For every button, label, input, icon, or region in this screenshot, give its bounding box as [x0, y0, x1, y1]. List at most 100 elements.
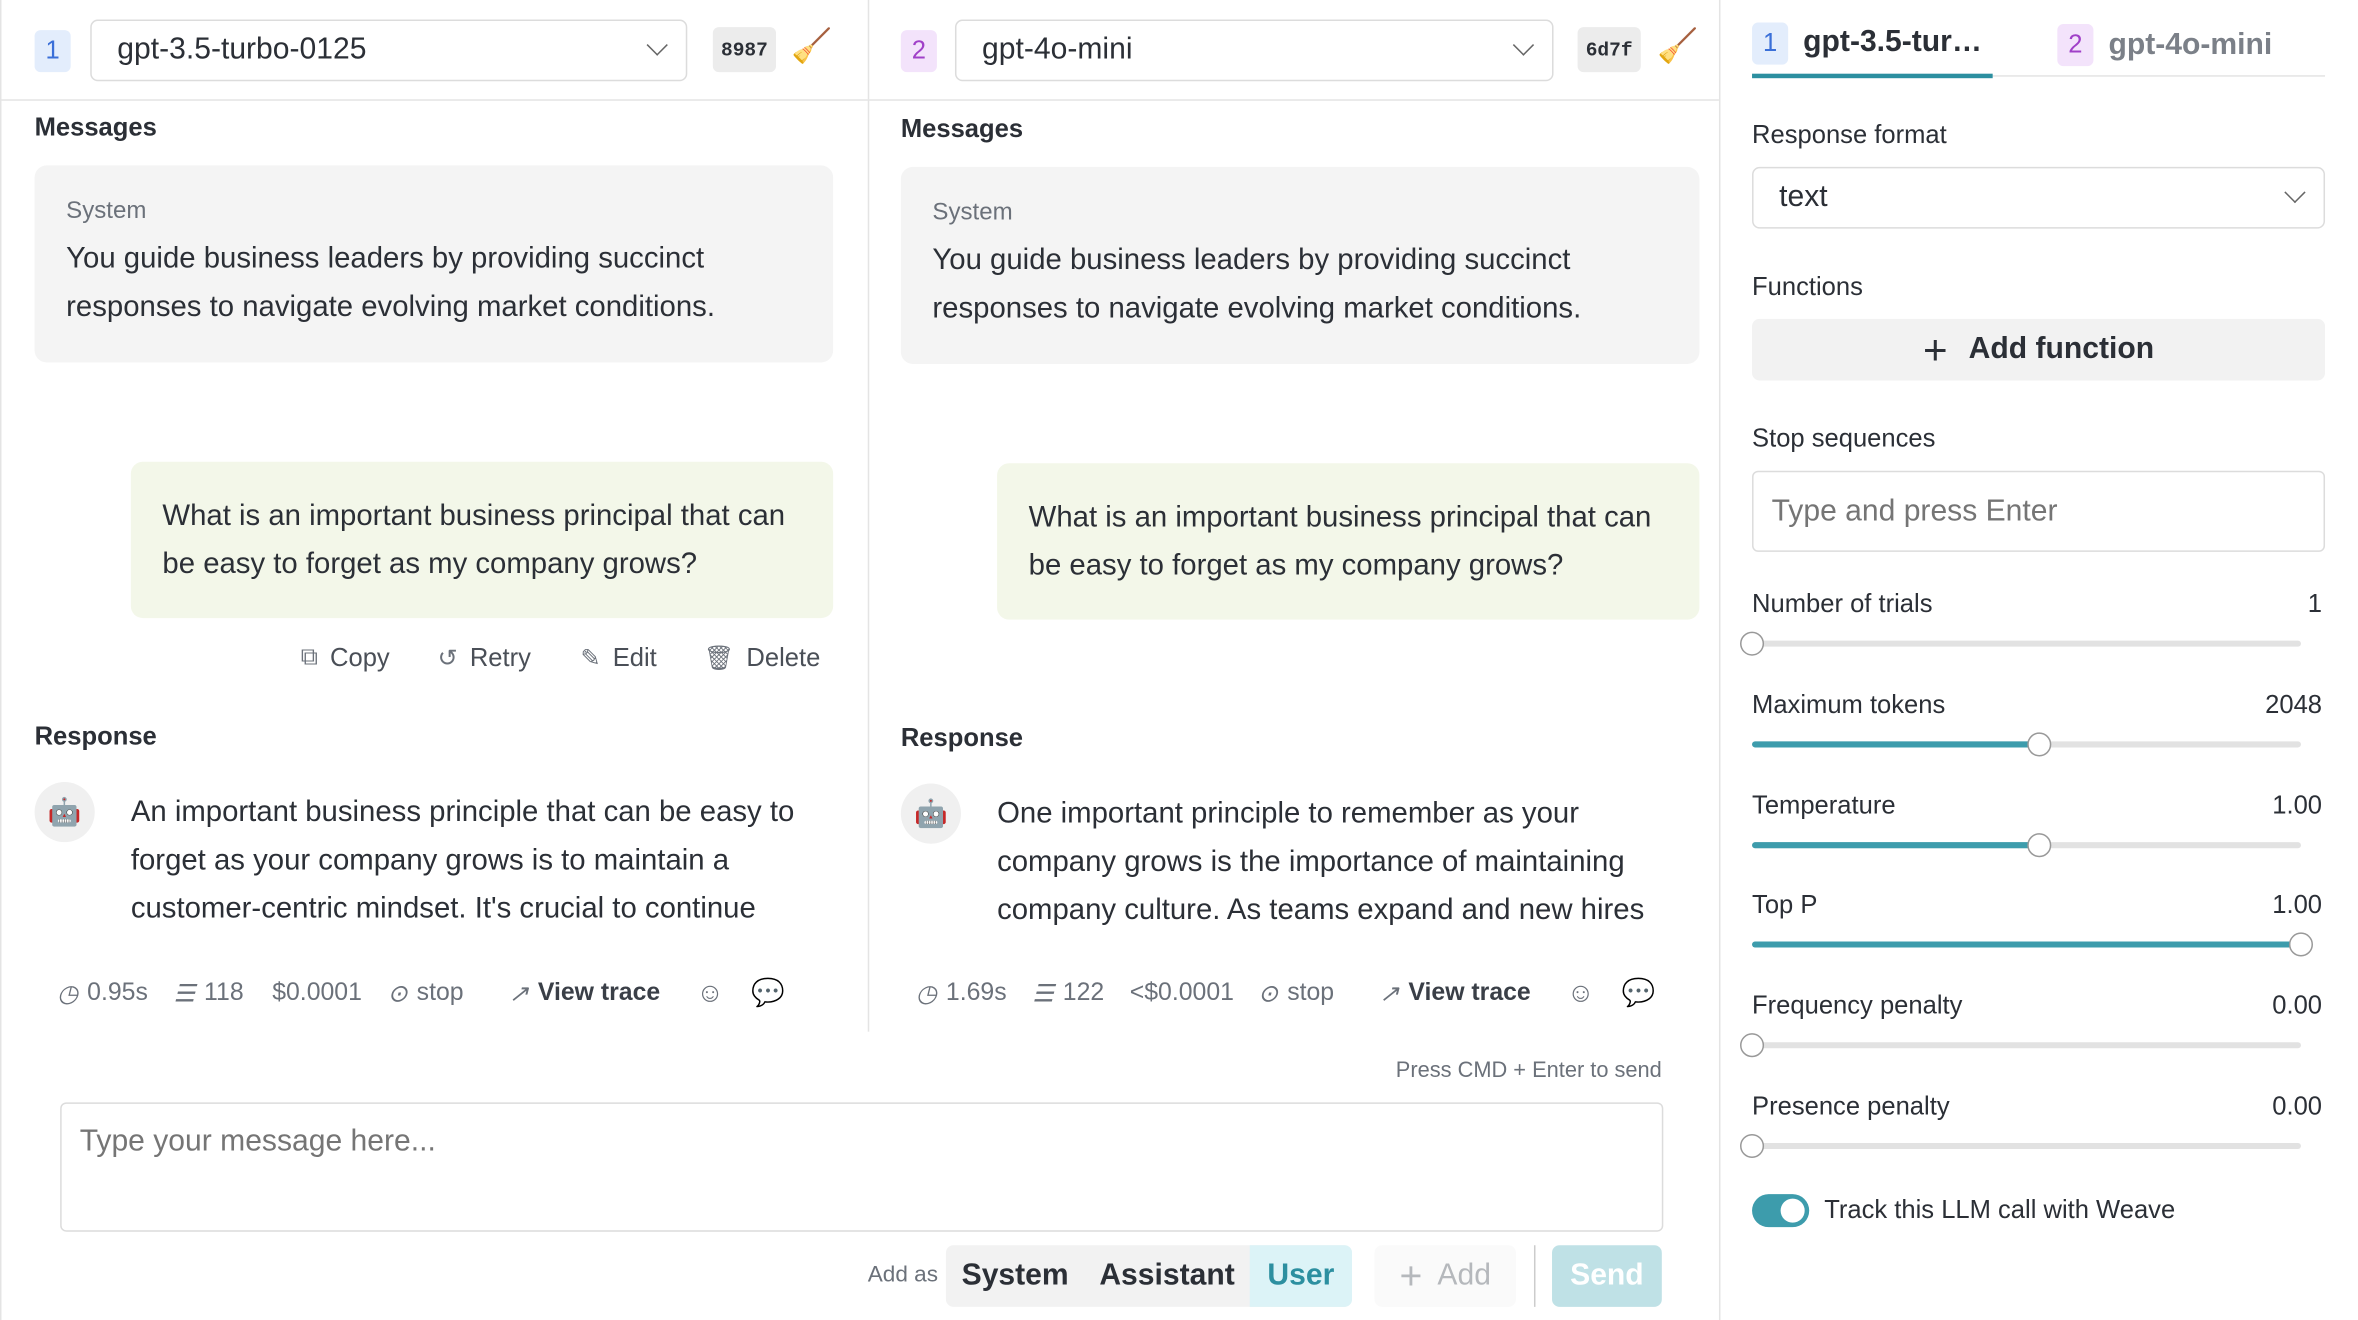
slider-thumb[interactable] — [2026, 732, 2051, 757]
slider-track[interactable] — [1752, 832, 2301, 857]
edit-label: Edit — [612, 643, 657, 673]
user-message[interactable]: What is an important business principal … — [997, 463, 1700, 620]
retry-button[interactable]: ↺ Retry — [438, 644, 531, 674]
slider-label: Maximum tokens — [1752, 689, 1946, 719]
slider-fill — [1752, 942, 2301, 949]
system-message[interactable]: System You guide business leaders by pro… — [900, 166, 1700, 364]
system-text: You guide business leaders by providing … — [932, 243, 1582, 325]
copy-label: Copy — [330, 643, 390, 673]
settings-tab-2[interactable]: 2 gpt-4o-mini — [2057, 12, 2272, 78]
arrow-up-right-icon: ↗ — [1379, 981, 1400, 1007]
stop-sequences-label: Stop sequences — [1752, 424, 1936, 453]
system-text: You guide business leaders by providing … — [66, 242, 715, 324]
retry-label: Retry — [469, 643, 531, 673]
slider-value: 2048 — [2265, 689, 2323, 719]
weave-toggle-label: Track this LLM call with Weave — [1824, 1195, 2176, 1225]
user-message[interactable]: What is an important business principal … — [130, 461, 834, 619]
response-text: An important business principle that can… — [130, 795, 795, 925]
role-user-button[interactable]: User — [1249, 1245, 1353, 1307]
model-index-badge: 1 — [34, 30, 71, 73]
slider-label: Temperature — [1752, 790, 1896, 820]
slider-track[interactable] — [1740, 1133, 2301, 1159]
add-function-label: Add function — [1968, 332, 2155, 366]
broom-icon[interactable]: 🧹 — [1657, 27, 1699, 65]
comment-icon[interactable]: 💬 — [1621, 977, 1656, 1008]
slider-value: 1.00 — [2272, 890, 2323, 920]
system-message[interactable]: System You guide business leaders by pro… — [34, 165, 834, 363]
system-label: System — [66, 198, 147, 225]
slider-track[interactable] — [1752, 732, 2301, 757]
view-trace-label: View trace — [1408, 979, 1531, 1007]
slider-track[interactable] — [1752, 933, 2313, 958]
model-select[interactable]: gpt-4o-mini — [954, 19, 1554, 82]
response-heading: Response — [34, 721, 157, 751]
copy-button[interactable]: ⧉ Copy — [301, 644, 390, 674]
slider-thumb[interactable] — [1740, 1133, 1765, 1159]
delete-button[interactable]: 🗑 Delete — [704, 644, 820, 674]
weave-toggle[interactable] — [1752, 1194, 1810, 1228]
chevron-down-icon — [1512, 34, 1535, 56]
view-trace-link[interactable]: ↗ View trace — [509, 978, 661, 1008]
tab-index-badge: 2 — [2057, 24, 2094, 67]
model-select-value: gpt-4o-mini — [982, 33, 1133, 67]
retry-icon: ↺ — [437, 646, 458, 673]
settings-tab-1[interactable]: 1 gpt-3.5-tur… — [1752, 12, 1993, 79]
slider-track[interactable] — [1740, 1033, 2301, 1058]
tab-label: gpt-4o-mini — [2108, 27, 2273, 61]
cost: <$0.0001 — [1129, 979, 1234, 1007]
add-label: Add — [1437, 1258, 1491, 1292]
slider-thumb[interactable] — [1740, 631, 1765, 656]
slider-thumb[interactable] — [2026, 832, 2051, 857]
trash-icon: 🗑 — [703, 646, 735, 673]
edit-button[interactable]: ✎ Edit — [581, 644, 657, 674]
model-index-badge: 2 — [900, 30, 937, 73]
plus-icon: + — [1922, 325, 1948, 373]
finish-reason: stop — [416, 979, 464, 1007]
latency: 1.69s — [945, 979, 1007, 1007]
column-divider — [867, 0, 870, 100]
slider-thumb[interactable] — [2288, 933, 2313, 958]
add-reaction-icon[interactable]: ☺ — [696, 977, 724, 1008]
cost: $0.0001 — [272, 979, 362, 1007]
tabs-divider — [1752, 75, 2326, 77]
add-button[interactable]: + Add — [1374, 1245, 1516, 1307]
response-text: One important principle to remember as y… — [997, 797, 1645, 927]
tab-index-badge: 1 — [1752, 21, 1789, 64]
slider-track[interactable] — [1740, 631, 2301, 656]
slider-fill — [1752, 841, 2039, 848]
add-as-label: Add as — [867, 1261, 938, 1288]
copy-icon: ⧉ — [300, 645, 318, 671]
view-trace-link[interactable]: ↗ View trace — [1379, 978, 1531, 1008]
comment-icon[interactable]: 💬 — [751, 977, 785, 1008]
slider-label: Top P — [1752, 890, 1818, 920]
slider-value: 0.00 — [2272, 1091, 2323, 1121]
add-reaction-icon[interactable]: ☺ — [1566, 977, 1595, 1008]
column-divider — [867, 99, 870, 1032]
plus-icon: + — [1399, 1252, 1423, 1298]
role-assistant-button[interactable]: Assistant — [1099, 1258, 1235, 1292]
add-function-button[interactable]: + Add function — [1752, 318, 2326, 381]
slider-value: 1 — [2307, 589, 2323, 619]
chevron-down-icon — [2284, 181, 2306, 204]
functions-label: Functions — [1752, 272, 1863, 301]
tab-label: gpt-3.5-tur… — [1803, 25, 1982, 59]
token-count: 122 — [1062, 979, 1105, 1007]
slider-thumb[interactable] — [1740, 1033, 1765, 1058]
slider-fill — [1752, 741, 2039, 748]
response-format-label: Response format — [1752, 120, 1947, 149]
view-trace-label: View trace — [537, 979, 661, 1007]
robot-icon: 🤖 — [34, 782, 95, 843]
header-divider — [0, 99, 1719, 101]
send-button[interactable]: Send — [1552, 1245, 1662, 1307]
delete-label: Delete — [746, 643, 821, 673]
response-format-select[interactable]: text — [1752, 166, 2326, 229]
arrow-up-right-icon: ↗ — [508, 981, 529, 1007]
latency: 0.95s — [87, 979, 148, 1007]
messages-heading: Messages — [900, 114, 1024, 143]
broom-icon[interactable]: 🧹 — [791, 27, 833, 65]
role-system-button[interactable]: System — [961, 1258, 1069, 1292]
clock-icon: ◷ — [57, 981, 79, 1007]
message-input[interactable] — [60, 1102, 1664, 1232]
model-select[interactable]: gpt-3.5-turbo-0125 — [90, 19, 688, 82]
stop-sequences-input[interactable] — [1752, 470, 2326, 552]
